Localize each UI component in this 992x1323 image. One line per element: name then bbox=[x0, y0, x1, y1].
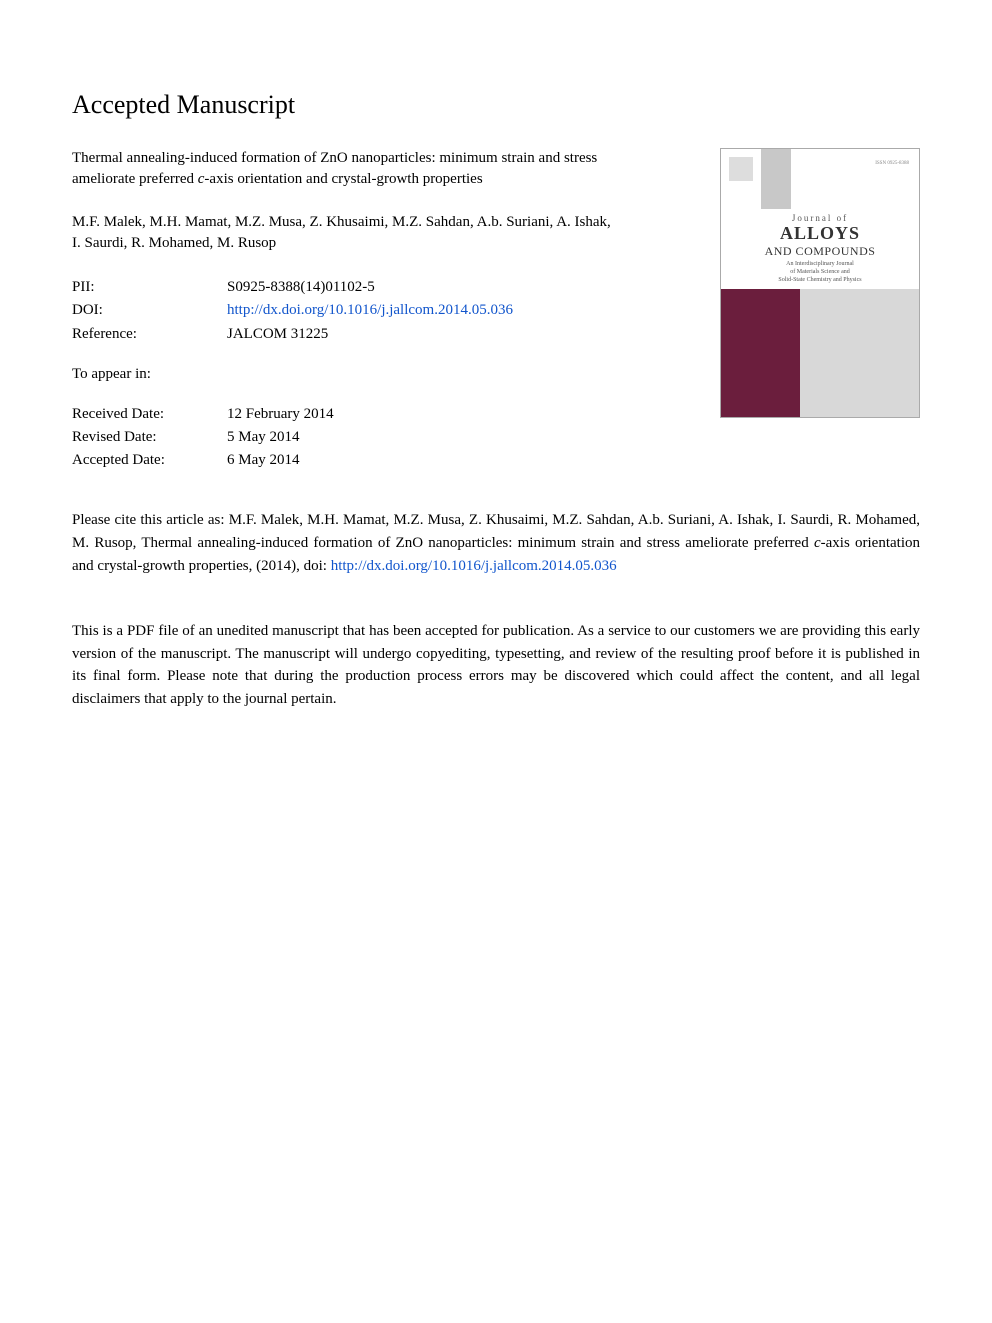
elsevier-logo-icon bbox=[729, 157, 753, 181]
article-title: Thermal annealing-induced formation of Z… bbox=[72, 148, 612, 190]
page-title: Accepted Manuscript bbox=[72, 90, 920, 120]
citation-prefix: Please cite this article as: M.F. Malek,… bbox=[72, 512, 920, 551]
cover-subtitle-2: of Materials Science and bbox=[729, 269, 911, 275]
received-date-value: 12 February 2014 bbox=[227, 403, 334, 426]
cover-alloys-label: ALLOYS bbox=[729, 223, 911, 244]
cover-grey-block bbox=[800, 289, 919, 417]
to-appear-label: To appear in: bbox=[72, 366, 151, 382]
authors-list: M.F. Malek, M.H. Mamat, M.Z. Musa, Z. Kh… bbox=[72, 212, 612, 254]
cover-subtitle-3: Solid-State Chemistry and Physics bbox=[729, 277, 911, 283]
cover-journal-of-label: Journal of bbox=[729, 213, 911, 223]
dates-table: Received Date: 12 February 2014 Revised … bbox=[72, 403, 696, 473]
pii-label: PII: bbox=[72, 276, 227, 299]
citation-italic: c bbox=[814, 535, 821, 551]
doi-link[interactable]: http://dx.doi.org/10.1016/j.jallcom.2014… bbox=[227, 299, 513, 322]
pii-value: S0925-8388(14)01102-5 bbox=[227, 276, 375, 299]
received-date-label: Received Date: bbox=[72, 403, 227, 426]
accepted-date-label: Accepted Date: bbox=[72, 449, 227, 472]
revised-date-value: 5 May 2014 bbox=[227, 426, 300, 449]
citation-doi-link[interactable]: http://dx.doi.org/10.1016/j.jallcom.2014… bbox=[331, 558, 617, 574]
accepted-date-value: 6 May 2014 bbox=[227, 449, 300, 472]
cover-subtitle-1: An Interdisciplinary Journal bbox=[729, 261, 911, 267]
cover-maroon-block bbox=[721, 289, 800, 417]
cover-compounds-label: AND COMPOUNDS bbox=[729, 244, 911, 259]
reference-label: Reference: bbox=[72, 323, 227, 346]
doi-label: DOI: bbox=[72, 299, 227, 322]
cover-issn: ISSN 0925-8388 bbox=[875, 161, 909, 166]
journal-cover-thumbnail: ISSN 0925-8388 Journal of ALLOYS AND COM… bbox=[720, 148, 920, 418]
metadata-table: PII: S0925-8388(14)01102-5 DOI: http://d… bbox=[72, 276, 696, 346]
disclaimer-paragraph: This is a PDF file of an unedited manusc… bbox=[72, 620, 920, 710]
revised-date-label: Revised Date: bbox=[72, 426, 227, 449]
citation-paragraph: Please cite this article as: M.F. Malek,… bbox=[72, 509, 920, 579]
reference-value: JALCOM 31225 bbox=[227, 323, 328, 346]
article-title-suffix: -axis orientation and crystal-growth pro… bbox=[204, 171, 482, 187]
